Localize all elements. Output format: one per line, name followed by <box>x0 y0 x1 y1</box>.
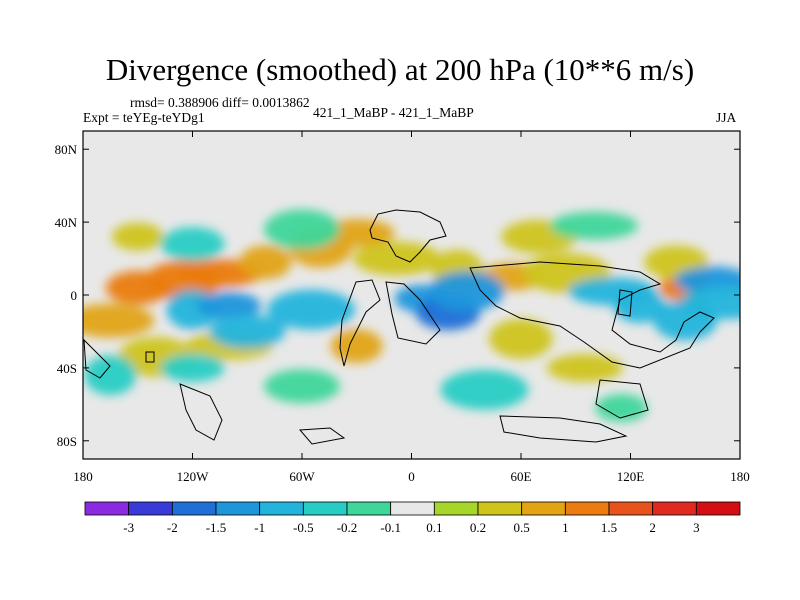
stats-label: rmsd= 0.388906 diff= 0.0013862 <box>130 95 310 110</box>
field-patch <box>352 241 441 276</box>
colorbar-swatch <box>390 501 435 516</box>
field-patch <box>239 245 292 280</box>
colorbar-label: -0.2 <box>337 520 358 535</box>
x-tick-label: 60W <box>289 469 315 484</box>
x-tick-label: 120E <box>617 469 645 484</box>
experiment-label: Expt = teYEg-teYDg1 <box>83 110 205 125</box>
colorbar-swatch <box>171 501 217 516</box>
colorbar-label: -1.5 <box>206 520 227 535</box>
field-patch <box>264 369 340 404</box>
colorbar-swatch <box>84 501 130 516</box>
y-tick-label: 80N <box>55 142 78 157</box>
field-patch <box>84 355 137 396</box>
y-tick-label: 40S <box>57 361 77 376</box>
field-patch <box>209 314 286 349</box>
field-patch <box>160 226 225 261</box>
coastline <box>179 383 223 441</box>
colorbar-swatch <box>521 501 566 516</box>
colorbar-swatch <box>215 501 261 516</box>
coastline <box>469 261 715 369</box>
field-patch <box>330 329 383 364</box>
field-patch <box>440 369 529 410</box>
colorbar-label: 0.1 <box>426 520 442 535</box>
field-patch <box>489 318 553 359</box>
colorbar-swatch <box>564 501 610 516</box>
field-patch <box>160 353 225 382</box>
colorbar-label: -1 <box>254 520 265 535</box>
x-tick-label: 120W <box>177 469 210 484</box>
colorbar-swatch <box>302 501 348 516</box>
field-patch <box>267 289 356 330</box>
colorbar-label: 1.5 <box>601 520 617 535</box>
field-patch <box>428 271 505 312</box>
field-patch <box>595 393 648 422</box>
coastline <box>83 338 111 379</box>
coastline <box>369 209 447 263</box>
colorbar-swatch <box>433 501 479 516</box>
coastline <box>339 279 381 367</box>
colorbar-label: -0.1 <box>380 520 401 535</box>
colorbar-label: -2 <box>167 520 178 535</box>
field-patch <box>83 303 155 338</box>
field-patch <box>681 285 740 320</box>
colorbar-swatch <box>695 501 741 516</box>
colorbar-swatch <box>652 501 697 516</box>
coastline <box>145 351 155 363</box>
colorbar-label: 3 <box>693 520 700 535</box>
field-patch <box>197 291 261 320</box>
colorbar-label: 0.5 <box>514 520 530 535</box>
x-tick-label: 0 <box>408 469 415 484</box>
season-label: JJA <box>716 110 737 125</box>
colorbar-label: -0.5 <box>293 520 314 535</box>
colorbar-swatch <box>259 501 304 516</box>
coastline <box>595 379 649 419</box>
colorbar-swatch <box>477 501 523 516</box>
field-patch <box>111 222 164 251</box>
field-patch <box>550 211 638 240</box>
x-tick-label: 180 <box>730 469 750 484</box>
run-label: 421_1_MaBP - 421_1_MaBP <box>313 105 474 120</box>
colorbar-swatch <box>608 501 654 516</box>
x-tick-label: 180 <box>73 469 93 484</box>
coastline <box>385 281 441 345</box>
field-patch <box>546 353 623 382</box>
colorbar-label: 2 <box>649 520 656 535</box>
colorbar-label: 0.2 <box>470 520 486 535</box>
coastline <box>617 289 633 317</box>
colorbar-label: 1 <box>562 520 569 535</box>
chart-title: Divergence (smoothed) at 200 hPa (10**6 … <box>105 52 695 87</box>
colorbar-swatch <box>346 501 392 516</box>
coastline <box>499 415 628 443</box>
x-tick-label: 60E <box>511 469 532 484</box>
field-patch <box>613 288 666 323</box>
colorbar-swatch <box>128 501 173 516</box>
y-tick-label: 0 <box>71 288 78 303</box>
y-tick-label: 40N <box>55 215 78 230</box>
coastline <box>298 427 346 445</box>
y-tick-label: 80S <box>57 434 77 449</box>
field-patch <box>264 209 340 250</box>
colorbar-label: -3 <box>123 520 134 535</box>
